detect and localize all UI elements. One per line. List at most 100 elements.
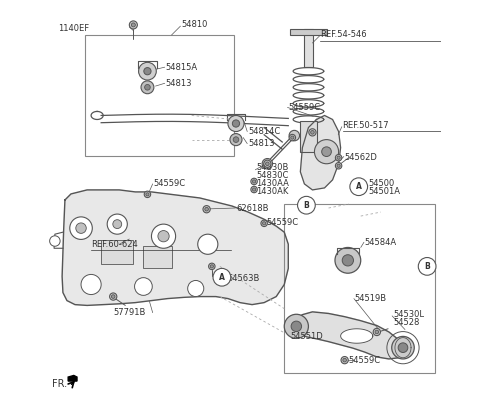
Circle shape xyxy=(291,136,294,139)
Text: 62618B: 62618B xyxy=(236,204,268,213)
Text: 54501A: 54501A xyxy=(369,187,401,196)
Text: 54563B: 54563B xyxy=(227,274,260,283)
Circle shape xyxy=(350,178,368,195)
Circle shape xyxy=(134,278,152,295)
Circle shape xyxy=(158,231,169,242)
Circle shape xyxy=(375,330,379,334)
Text: 54528: 54528 xyxy=(393,318,420,327)
Circle shape xyxy=(392,337,414,359)
Circle shape xyxy=(291,321,301,332)
Circle shape xyxy=(251,186,257,193)
Circle shape xyxy=(144,191,151,197)
Circle shape xyxy=(373,328,381,336)
Circle shape xyxy=(262,159,273,169)
Circle shape xyxy=(261,220,267,226)
Circle shape xyxy=(335,248,361,273)
Text: 54519B: 54519B xyxy=(355,294,387,303)
Text: 1430AK: 1430AK xyxy=(256,187,288,196)
Circle shape xyxy=(146,193,149,196)
Circle shape xyxy=(265,162,269,166)
Text: 54500: 54500 xyxy=(369,180,395,188)
Circle shape xyxy=(264,160,271,167)
Circle shape xyxy=(314,140,338,164)
Circle shape xyxy=(337,164,340,167)
Circle shape xyxy=(129,21,137,29)
Circle shape xyxy=(132,23,135,27)
Text: B: B xyxy=(424,262,430,271)
Circle shape xyxy=(311,131,314,134)
Circle shape xyxy=(213,268,231,286)
Circle shape xyxy=(81,275,101,295)
Circle shape xyxy=(336,155,342,161)
Circle shape xyxy=(111,295,115,298)
Text: A: A xyxy=(219,273,225,282)
Circle shape xyxy=(203,206,210,213)
Polygon shape xyxy=(296,312,405,359)
Text: 54562D: 54562D xyxy=(345,153,377,162)
Circle shape xyxy=(205,207,208,211)
Text: FR.: FR. xyxy=(52,379,67,389)
Circle shape xyxy=(289,130,300,141)
Circle shape xyxy=(343,358,347,362)
Circle shape xyxy=(152,224,176,248)
Text: 54830C: 54830C xyxy=(256,171,288,180)
Bar xyxy=(284,204,435,373)
Circle shape xyxy=(284,314,309,338)
Circle shape xyxy=(139,62,156,80)
Text: B: B xyxy=(303,201,309,210)
Text: 54815A: 54815A xyxy=(166,63,198,72)
Text: 54559C: 54559C xyxy=(348,357,381,366)
Bar xyxy=(85,35,234,156)
Text: 54813: 54813 xyxy=(166,79,192,88)
Circle shape xyxy=(113,220,122,228)
Polygon shape xyxy=(62,190,288,306)
Circle shape xyxy=(309,129,316,136)
Circle shape xyxy=(49,236,60,246)
Text: 54559C: 54559C xyxy=(288,103,321,112)
Circle shape xyxy=(322,147,331,157)
Circle shape xyxy=(209,263,215,270)
Circle shape xyxy=(252,188,256,191)
Text: REF.60-624: REF.60-624 xyxy=(91,240,138,249)
Text: 54559C: 54559C xyxy=(266,217,298,226)
Circle shape xyxy=(70,217,92,239)
Text: 54559C: 54559C xyxy=(154,180,186,188)
Text: 54830B: 54830B xyxy=(256,163,288,172)
Circle shape xyxy=(251,178,257,185)
Circle shape xyxy=(76,223,86,233)
Circle shape xyxy=(232,120,240,127)
Polygon shape xyxy=(341,329,373,343)
Text: 54814C: 54814C xyxy=(248,127,280,136)
Bar xyxy=(300,122,317,152)
Circle shape xyxy=(356,184,366,194)
Circle shape xyxy=(341,357,348,364)
Circle shape xyxy=(228,115,244,131)
Circle shape xyxy=(342,255,353,266)
Text: 1430AA: 1430AA xyxy=(256,180,289,188)
Bar xyxy=(290,29,326,35)
Circle shape xyxy=(263,222,266,225)
Circle shape xyxy=(230,133,242,146)
Text: 54530L: 54530L xyxy=(393,310,424,319)
Circle shape xyxy=(210,265,214,268)
Circle shape xyxy=(109,293,117,300)
Circle shape xyxy=(144,84,150,90)
Text: 54584A: 54584A xyxy=(365,238,397,247)
Text: 54810: 54810 xyxy=(181,20,208,29)
Circle shape xyxy=(337,156,340,160)
Bar xyxy=(144,246,171,268)
Circle shape xyxy=(107,214,127,234)
Text: A: A xyxy=(356,182,361,191)
Circle shape xyxy=(198,234,218,254)
Circle shape xyxy=(336,162,342,169)
Bar xyxy=(303,29,313,67)
Text: REF.50-517: REF.50-517 xyxy=(343,121,389,130)
Circle shape xyxy=(289,134,296,141)
Polygon shape xyxy=(300,115,341,190)
Text: 1140EF: 1140EF xyxy=(58,24,89,33)
Circle shape xyxy=(144,68,151,75)
Circle shape xyxy=(233,137,239,142)
Circle shape xyxy=(188,280,204,297)
Circle shape xyxy=(398,343,408,353)
Circle shape xyxy=(141,81,154,94)
